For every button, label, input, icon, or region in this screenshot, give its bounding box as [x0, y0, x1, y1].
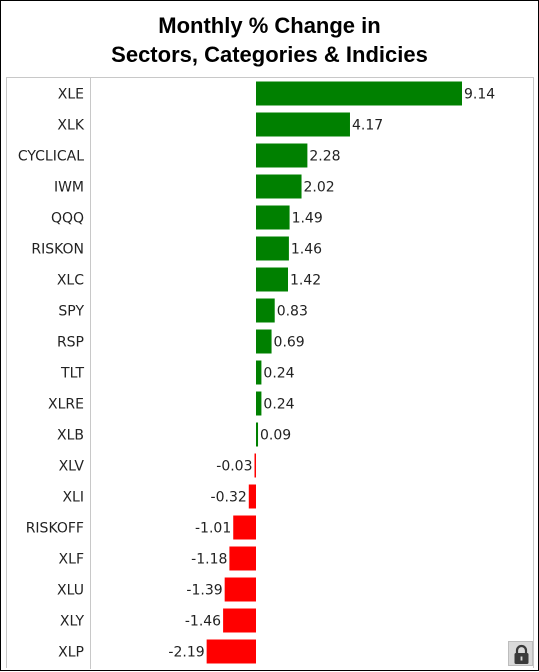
bar-xle[interactable]	[256, 81, 462, 106]
bar-cyclical[interactable]	[256, 143, 308, 168]
category-label-xlre: XLRE	[48, 397, 84, 413]
category-label-tlt: TLT	[60, 366, 84, 382]
bar-xlu[interactable]	[224, 577, 256, 602]
bar-rsp[interactable]	[256, 329, 272, 354]
category-label-iwm: IWM	[54, 180, 84, 196]
category-axis-line	[90, 77, 91, 669]
value-label-xlc: 1.42	[290, 273, 321, 289]
value-label-xlv: -0.03	[216, 459, 252, 475]
category-label-spy: SPY	[58, 304, 84, 320]
bar-xlp[interactable]	[206, 639, 256, 664]
category-label-xlu: XLU	[57, 583, 84, 599]
value-label-xli: -0.32	[211, 490, 247, 506]
chart-title: Monthly % Change in Sectors, Categories …	[1, 11, 538, 69]
bar-riskon[interactable]	[256, 236, 289, 261]
chart-title-line-2: Sectors, Categories & Indicies	[111, 42, 428, 67]
value-label-xlk: 4.17	[352, 118, 383, 134]
category-label-cyclical: CYCLICAL	[18, 149, 84, 165]
bar-xlc[interactable]	[256, 267, 289, 292]
category-label-xlv: XLV	[59, 459, 85, 475]
value-label-xle: 9.14	[464, 87, 495, 103]
bar-xlf[interactable]	[229, 546, 256, 571]
value-label-xlb: 0.09	[260, 428, 291, 444]
bar-iwm[interactable]	[256, 174, 302, 199]
category-label-xli: XLI	[62, 490, 84, 506]
value-label-riskoff: -1.01	[195, 521, 231, 537]
bar-spy[interactable]	[256, 298, 275, 323]
plot-area	[6, 77, 534, 668]
lock-button[interactable]	[508, 641, 533, 666]
bar-xlre[interactable]	[256, 391, 262, 416]
value-label-tlt: 0.24	[263, 366, 294, 382]
chart-title-line-1: Monthly % Change in	[158, 13, 381, 38]
category-label-xlc: XLC	[57, 273, 84, 289]
category-label-qqq: QQQ	[51, 211, 84, 227]
bar-tlt[interactable]	[256, 360, 262, 385]
value-label-iwm: 2.02	[304, 180, 335, 196]
category-label-xly: XLY	[60, 614, 85, 630]
bar-xli[interactable]	[248, 484, 256, 509]
category-label-riskon: RISKON	[31, 242, 84, 258]
category-label-xlp: XLP	[58, 645, 84, 661]
value-label-riskon: 1.46	[291, 242, 322, 258]
bar-riskoff[interactable]	[233, 515, 256, 540]
value-label-cyclical: 2.28	[309, 149, 340, 165]
bar-qqq[interactable]	[256, 205, 290, 230]
bar-xly[interactable]	[223, 608, 256, 633]
value-label-qqq: 1.49	[292, 211, 323, 227]
value-label-xlu: -1.39	[186, 583, 222, 599]
value-label-spy: 0.83	[277, 304, 308, 320]
bar-xlk[interactable]	[256, 112, 350, 137]
value-label-xlp: -2.19	[168, 645, 204, 661]
value-label-xly: -1.46	[185, 614, 221, 630]
category-label-rsp: RSP	[57, 335, 84, 351]
bar-xlv[interactable]	[254, 453, 257, 478]
category-label-riskoff: RISKOFF	[26, 521, 84, 537]
category-label-xlf: XLF	[59, 552, 84, 568]
lock-icon	[514, 644, 529, 664]
category-label-xle: XLE	[58, 87, 84, 103]
bar-xlb[interactable]	[256, 422, 259, 447]
value-label-rsp: 0.69	[274, 335, 305, 351]
value-label-xlre: 0.24	[263, 397, 294, 413]
category-label-xlb: XLB	[57, 428, 84, 444]
category-label-xlk: XLK	[57, 118, 84, 134]
value-label-xlf: -1.18	[191, 552, 227, 568]
